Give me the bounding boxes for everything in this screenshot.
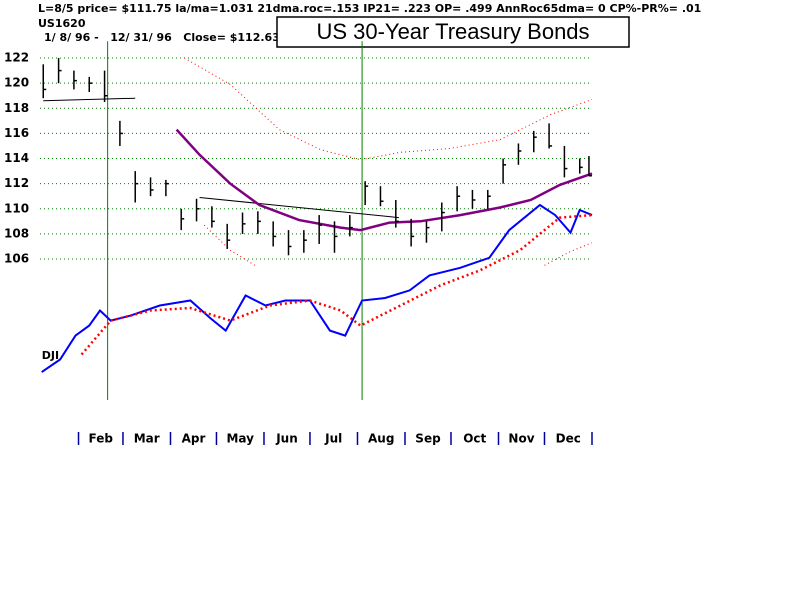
y-tick-label: 122 xyxy=(4,51,29,65)
x-tick-label: Sep xyxy=(415,432,441,446)
y-tick-label: 114 xyxy=(4,151,29,165)
series-label: DJI xyxy=(42,349,59,362)
symbol: US1620 xyxy=(38,17,86,30)
y-tick-label: 116 xyxy=(4,126,29,140)
y-tick-label: 106 xyxy=(4,252,29,266)
x-tick-label: Aug xyxy=(368,432,394,446)
title-box xyxy=(276,16,630,48)
x-tick-label: Mar xyxy=(134,432,160,446)
header-line: L=8/5 price= $111.75 la/ma=1.031 21dma.r… xyxy=(38,2,701,15)
line-series xyxy=(41,203,593,373)
y-tick-label: 110 xyxy=(4,201,29,215)
y-tick-label: 112 xyxy=(4,176,29,190)
chart-title: US 30-Year Treasury Bonds xyxy=(316,19,589,44)
line-series xyxy=(184,57,593,161)
y-tick-label: 120 xyxy=(4,76,29,90)
line-series xyxy=(175,128,593,232)
x-tick-label: Jul xyxy=(324,432,342,446)
line-series xyxy=(203,224,593,266)
x-tick-label: Oct xyxy=(463,432,486,446)
x-tick-label: Apr xyxy=(182,432,206,446)
x-tick-label: Dec xyxy=(556,432,581,446)
x-tick-label: Jun xyxy=(275,432,298,446)
x-tick-label: Nov xyxy=(508,432,534,446)
x-tick-label: May xyxy=(226,432,254,446)
trendline xyxy=(43,97,136,102)
y-tick-label: 108 xyxy=(4,226,29,240)
y-tick-label: 118 xyxy=(4,101,29,115)
date-range: 1/ 8/ 96 - 12/ 31/ 96 Close= $112.63 xyxy=(44,31,280,44)
x-tick-label: Feb xyxy=(89,432,114,446)
trendline xyxy=(199,196,399,219)
